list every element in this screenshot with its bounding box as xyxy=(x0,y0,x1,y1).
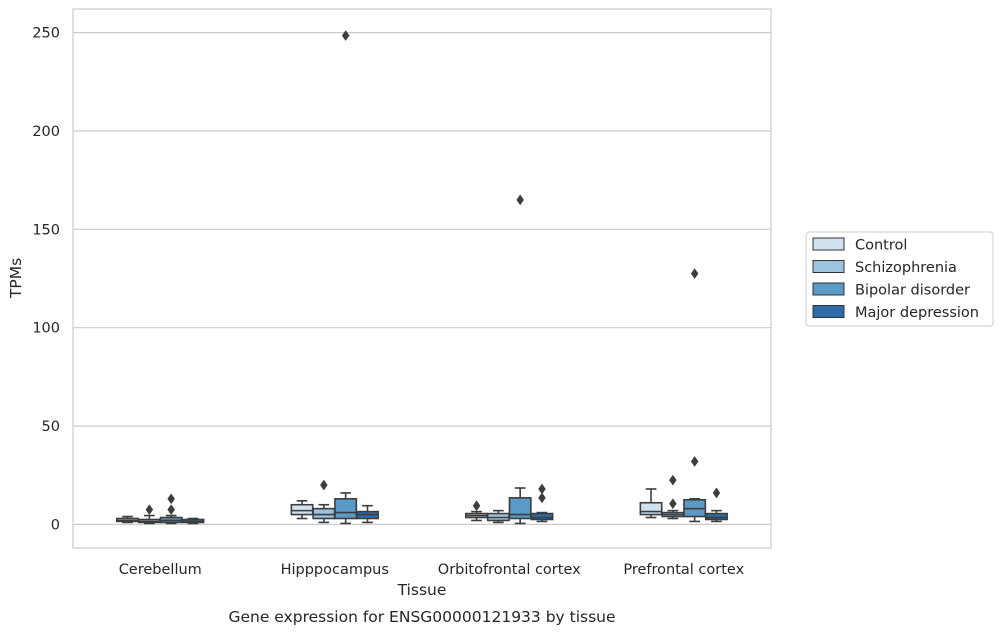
outlier-point xyxy=(472,500,481,512)
legend-label: Bipolar disorder xyxy=(855,283,970,299)
legend-swatch xyxy=(812,282,845,296)
outlier-point xyxy=(690,456,699,467)
legend-item: Major depression xyxy=(812,305,979,321)
outlier-point xyxy=(669,498,677,510)
box-iqr xyxy=(312,507,336,520)
gridlines xyxy=(73,32,771,525)
box-control xyxy=(116,515,140,524)
outlier-point xyxy=(341,30,350,41)
legend-swatch xyxy=(812,260,845,273)
box-iqr xyxy=(704,512,728,521)
x-tick-labels: Cerebellum Hipppocampus Orbitofrontal cort… xyxy=(119,562,745,578)
legend-item: Schizophrenia xyxy=(812,260,957,276)
outlier-point xyxy=(167,493,175,505)
box-iqr xyxy=(334,498,358,520)
box-control xyxy=(465,500,489,522)
box-iqr xyxy=(530,512,554,521)
box-bipolar-disorder xyxy=(334,30,358,525)
x-axis-label: Tissue xyxy=(397,581,447,599)
legend-item: Control xyxy=(812,237,907,254)
box-iqr xyxy=(639,501,663,516)
outlier-point xyxy=(516,194,524,206)
box-major-depression xyxy=(181,517,205,525)
outlier-point xyxy=(167,504,175,516)
box-iqr xyxy=(508,497,532,520)
outlier-point xyxy=(712,487,721,499)
y-tick-label: 50 xyxy=(42,419,60,435)
y-tick-labels: 0 50 100 150 200 250 xyxy=(32,26,60,534)
legend-items: Control Schizophrenia Bipolar disorder Majo… xyxy=(812,237,979,321)
box-major-depression xyxy=(530,483,554,523)
box-major-depression xyxy=(704,487,728,523)
box-schizophrenia xyxy=(486,509,510,524)
box-control xyxy=(639,488,663,519)
legend-swatch xyxy=(812,305,845,318)
chart-caption: Gene expression for ENSG00000121933 by t… xyxy=(228,608,615,626)
x-tick-label: Cerebellum xyxy=(119,562,202,578)
y-tick-label: 150 xyxy=(32,222,60,238)
box-bipolar-disorder xyxy=(508,194,532,525)
outlier-point xyxy=(145,504,154,516)
legend-label: Major depression xyxy=(855,305,979,321)
x-tick-label: Orbitofrontal cortex xyxy=(438,562,581,578)
outlier-point xyxy=(669,474,677,486)
x-tick-label: Prefrontal cortex xyxy=(623,562,744,578)
outlier-point xyxy=(538,492,546,504)
box-bipolar-disorder xyxy=(159,493,183,525)
legend: Control Schizophrenia Bipolar disorder Majo… xyxy=(805,231,994,327)
y-tick-label: 200 xyxy=(32,124,60,140)
plot-area-frame xyxy=(72,8,772,549)
y-tick-label: 250 xyxy=(32,26,60,42)
legend-frame xyxy=(805,231,994,327)
box-major-depression xyxy=(355,504,379,524)
box-bipolar-disorder xyxy=(683,268,707,523)
y-tick-label: 0 xyxy=(51,517,60,533)
outlier-point xyxy=(538,483,546,495)
box-plot-boxes xyxy=(116,30,728,525)
legend-swatch xyxy=(812,237,845,251)
x-tick-label: Hipppocampus xyxy=(281,562,389,578)
box-schizophrenia xyxy=(661,474,685,520)
outlier-point xyxy=(320,479,328,491)
box-schizophrenia xyxy=(312,479,336,524)
box-schizophrenia xyxy=(137,504,161,525)
legend-label: Schizophrenia xyxy=(855,260,957,276)
box-control xyxy=(290,499,314,520)
y-axis-label: TPMs xyxy=(7,258,25,299)
outlier-point xyxy=(690,268,699,280)
legend-item: Bipolar disorder xyxy=(812,282,970,299)
y-tick-label: 100 xyxy=(32,321,60,337)
legend-label: Control xyxy=(855,238,907,254)
box-iqr xyxy=(290,503,314,516)
